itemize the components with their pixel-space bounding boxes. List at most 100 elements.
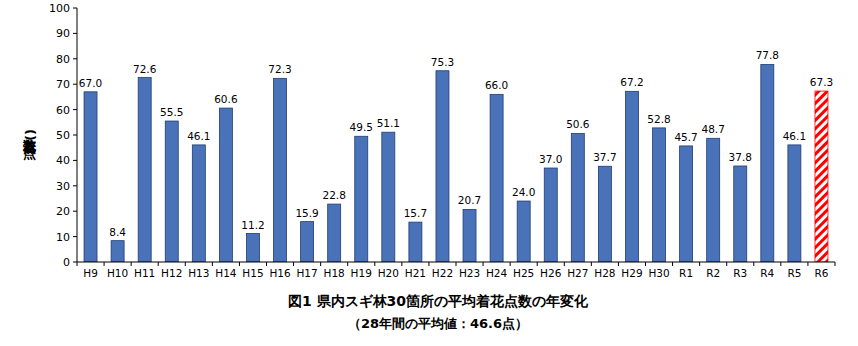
bar (84, 92, 97, 262)
x-tick (212, 262, 213, 266)
data-label: 8.4 (109, 226, 126, 238)
bar (653, 128, 666, 262)
data-label: 48.7 (701, 123, 724, 135)
data-label: 60.6 (214, 93, 238, 105)
x-tick-label: H16 (269, 267, 291, 279)
x-tick (780, 262, 781, 266)
y-tick-label: 50 (56, 129, 70, 142)
x-tick-label: H28 (594, 267, 615, 279)
data-label: 52.8 (647, 113, 670, 125)
y-tick-label: 20 (56, 205, 70, 218)
bar (598, 166, 611, 262)
bar (463, 209, 476, 262)
x-tick (510, 262, 511, 266)
x-tick (645, 262, 646, 266)
data-label: 15.7 (404, 207, 427, 219)
bar (571, 133, 584, 262)
data-label: 46.1 (783, 130, 806, 142)
bar (219, 108, 232, 262)
x-tick-label: R3 (733, 267, 747, 279)
data-label: 67.2 (620, 76, 643, 88)
x-tick (401, 262, 402, 266)
x-tick (456, 262, 457, 266)
y-tick (73, 135, 77, 136)
data-label: 67.3 (810, 76, 833, 88)
y-tick (73, 33, 77, 34)
bar (436, 71, 449, 262)
x-tick (104, 262, 105, 266)
y-tick (73, 160, 77, 161)
x-tick (753, 262, 754, 266)
chart: 0102030405060708090100H9H10H11H12H13H14H… (0, 0, 858, 346)
x-tick-label: H20 (378, 267, 399, 279)
y-tick (73, 236, 77, 237)
bar (734, 166, 747, 262)
bar (490, 94, 503, 262)
data-label: 15.9 (295, 207, 318, 219)
bar (301, 222, 314, 262)
bar (246, 234, 259, 262)
x-tick (591, 262, 592, 266)
x-tick-label: H27 (567, 267, 588, 279)
y-tick (73, 211, 77, 212)
x-tick (158, 262, 159, 266)
data-label: 46.1 (187, 130, 210, 142)
x-tick (185, 262, 186, 266)
x-tick-label: H22 (432, 267, 453, 279)
x-tick (483, 262, 484, 266)
x-tick-label: R5 (787, 267, 801, 279)
data-label: 37.7 (593, 151, 616, 163)
y-tick-label: 60 (56, 104, 70, 117)
data-label: 75.3 (431, 56, 454, 68)
data-label: 55.5 (160, 106, 183, 118)
x-tick-label: R1 (679, 267, 693, 279)
x-tick (807, 262, 808, 266)
x-tick (699, 262, 700, 266)
x-tick (618, 262, 619, 266)
x-tick (428, 262, 429, 266)
y-tick-label: 30 (56, 180, 70, 193)
x-tick-label: H12 (161, 267, 182, 279)
y-tick (73, 109, 77, 110)
bar (788, 145, 801, 262)
x-tick (537, 262, 538, 266)
x-tick-label: H9 (83, 267, 98, 279)
bar (111, 241, 124, 262)
data-label: 51.1 (377, 117, 400, 129)
x-tick (239, 262, 240, 266)
title: 図1 県内スギ林30箇所の平均着花点数の年変化 (288, 293, 589, 309)
bar (409, 222, 422, 262)
x-tick-label: H29 (621, 267, 642, 279)
bar (274, 78, 287, 262)
data-label: 49.5 (350, 121, 373, 133)
x-tick (347, 262, 348, 266)
subtitle: （28年間の平均値：46.6点） (348, 316, 528, 331)
x-tick (672, 262, 673, 266)
bar (625, 91, 638, 262)
x-tick-label: H10 (107, 267, 128, 279)
data-label: 66.0 (485, 79, 508, 91)
data-label: 50.6 (566, 118, 590, 130)
x-tick-label: R6 (814, 267, 828, 279)
data-label: 67.0 (79, 77, 102, 89)
y-axis-label: 着花点数(点) (23, 129, 38, 161)
bar (707, 138, 720, 262)
bar (192, 145, 205, 262)
data-label: 11.2 (241, 219, 264, 231)
data-label: 72.3 (268, 63, 291, 75)
bar (165, 121, 178, 262)
x-tick-label: H21 (405, 267, 426, 279)
x-tick (266, 262, 267, 266)
bar (815, 91, 828, 262)
bars (84, 64, 828, 262)
y-tick-label: 40 (56, 154, 70, 167)
x-tick-label: R2 (706, 267, 720, 279)
bar (544, 168, 557, 262)
data-label: 45.7 (674, 131, 697, 143)
y-tick (73, 8, 77, 9)
x-tick (320, 262, 321, 266)
x-tick (726, 262, 727, 266)
data-label: 24.0 (512, 186, 535, 198)
y-tick-label: 0 (63, 256, 70, 269)
x-tick-label: R4 (760, 267, 774, 279)
